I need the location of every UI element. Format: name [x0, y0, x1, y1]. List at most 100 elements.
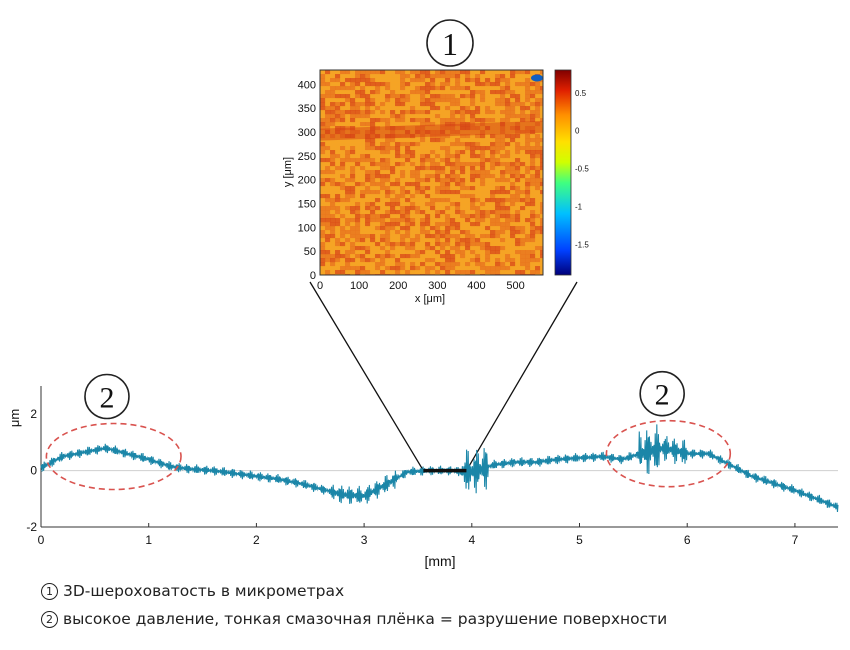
heatmap-cell: [485, 258, 491, 263]
heatmap-cell: [450, 90, 456, 95]
heatmap-cell: [440, 130, 446, 135]
profile-x-tick-label: 4: [468, 533, 475, 547]
heatmap-cell: [385, 242, 391, 247]
heatmap-cell: [500, 118, 506, 123]
heatmap-cell: [450, 170, 456, 175]
heatmap-cell: [345, 122, 351, 127]
heatmap-cell: [475, 138, 481, 143]
heatmap-cell: [535, 246, 541, 251]
heatmap-cell: [355, 266, 361, 271]
heatmap-cell: [330, 106, 336, 111]
heatmap-cell: [365, 98, 371, 103]
heatmap-cell: [340, 210, 346, 215]
heatmap-cell: [410, 238, 416, 243]
heatmap-cell: [480, 134, 486, 139]
heatmap-cell: [495, 258, 501, 263]
heatmap-cell: [415, 110, 421, 115]
heatmap-cell: [360, 206, 366, 211]
heatmap-cell: [375, 70, 381, 75]
heatmap-cell: [450, 106, 456, 111]
heatmap-cell: [450, 182, 456, 187]
heatmap-cell: [475, 270, 481, 275]
heatmap-cell: [380, 174, 386, 179]
heatmap-cell: [490, 234, 496, 239]
heatmap-cell: [340, 106, 346, 111]
heatmap-cell: [405, 122, 411, 127]
heatmap-cell: [330, 142, 336, 147]
heatmap-cell: [320, 70, 326, 75]
heatmap-cell: [425, 162, 431, 167]
heatmap-cell: [530, 190, 536, 195]
heatmap-cell: [535, 94, 541, 99]
heatmap-cells: [320, 70, 543, 275]
heatmap-cell: [455, 210, 461, 215]
heatmap-cell: [335, 194, 341, 199]
heatmap-cell: [540, 142, 543, 147]
heatmap-cell: [410, 178, 416, 183]
heatmap-cell: [480, 270, 486, 275]
heatmap-cell: [385, 262, 391, 267]
heatmap-frame: [319, 69, 544, 276]
profile-y-tick-label: 0: [30, 464, 37, 478]
heatmap-cell: [465, 254, 471, 259]
heatmap-cell: [470, 110, 476, 115]
heatmap-cell: [540, 134, 543, 139]
heatmap-cell: [475, 158, 481, 163]
heatmap-cell: [535, 118, 541, 123]
heatmap-cell: [450, 186, 456, 191]
heatmap-cell: [350, 154, 356, 159]
heatmap-cell: [505, 162, 511, 167]
heatmap-cell: [520, 134, 526, 139]
heatmap-cell: [525, 138, 531, 143]
heatmap-cell: [445, 206, 451, 211]
heatmap-cell: [465, 262, 471, 267]
profile-y-ticks: -202: [26, 407, 37, 534]
heatmap-cell: [460, 114, 466, 119]
heatmap-cell: [540, 270, 543, 275]
heatmap-cell: [510, 222, 516, 227]
heatmap-cell: [380, 74, 386, 79]
heatmap-cell: [375, 174, 381, 179]
heatmap-cell: [360, 226, 366, 231]
heatmap-cell: [370, 238, 376, 243]
heatmap-cell: [425, 118, 431, 123]
heatmap-cell: [530, 250, 536, 255]
heatmap-cell: [395, 78, 401, 83]
heatmap-cell: [345, 246, 351, 251]
heatmap-cell: [415, 122, 421, 127]
heatmap-cell: [465, 70, 471, 75]
heatmap-cell: [495, 158, 501, 163]
heatmap-cell: [440, 78, 446, 83]
heatmap-cell: [535, 70, 541, 75]
heatmap-cell: [395, 126, 401, 131]
heatmap-cell: [450, 226, 456, 231]
heatmap-cell: [415, 202, 421, 207]
heatmap-cell: [365, 194, 371, 199]
heatmap-cell: [350, 162, 356, 167]
heatmap-cell: [510, 238, 516, 243]
heatmap-cell: [440, 98, 446, 103]
svg-text:1: 1: [442, 26, 458, 62]
heatmap-cell: [435, 142, 441, 147]
heatmap-cell: [495, 86, 501, 91]
heatmap-cell: [340, 202, 346, 207]
heatmap-cell: [415, 270, 421, 275]
heatmap-cell: [410, 134, 416, 139]
heatmap-cell: [395, 226, 401, 231]
heatmap-cell: [495, 74, 501, 79]
heatmap-cell: [520, 154, 526, 159]
heatmap-cell: [415, 234, 421, 239]
heatmap-cell: [460, 178, 466, 183]
heatmap-cell: [440, 206, 446, 211]
heatmap-cell: [530, 258, 536, 263]
heatmap-cell: [490, 138, 496, 143]
heatmap-cell: [490, 270, 496, 275]
heatmap-cell: [490, 110, 496, 115]
heatmap-cell: [395, 186, 401, 191]
heatmap-cell: [330, 254, 336, 259]
heatmap-cell: [395, 106, 401, 111]
heatmap-cell: [390, 254, 396, 259]
heatmap-cell: [360, 258, 366, 263]
heatmap-cell: [330, 150, 336, 155]
